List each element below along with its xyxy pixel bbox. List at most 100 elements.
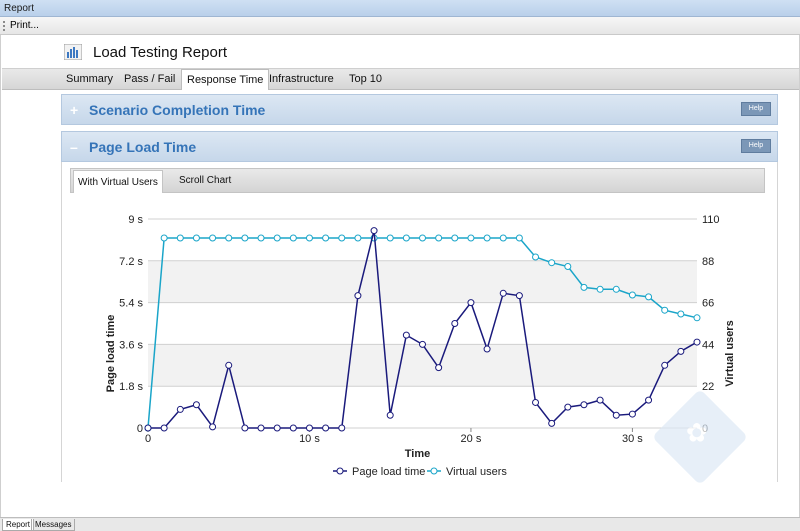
data-point-page-load-time bbox=[370, 227, 378, 235]
data-point-virtual-users bbox=[192, 234, 200, 242]
data-point-virtual-users bbox=[354, 234, 362, 242]
report-title: Load Testing Report bbox=[93, 44, 227, 61]
data-point-page-load-time bbox=[402, 331, 410, 339]
data-point-page-load-time bbox=[273, 424, 281, 432]
panel-body: With Virtual Users Scroll Chart bbox=[61, 162, 778, 482]
data-point-virtual-users bbox=[257, 234, 265, 242]
paw-icon: ✿ bbox=[685, 417, 708, 448]
data-point-page-load-time bbox=[192, 401, 200, 409]
data-point-page-load-time bbox=[338, 424, 346, 432]
window-titlebar: Report bbox=[0, 0, 800, 17]
toolbar-grip-icon[interactable] bbox=[3, 21, 5, 31]
data-point-page-load-time bbox=[483, 345, 491, 353]
data-point-virtual-users bbox=[451, 234, 459, 242]
tab-summary[interactable]: Summary bbox=[66, 73, 114, 85]
y-tick-label: 7.2 s bbox=[119, 256, 143, 268]
y2-tick-label: 44 bbox=[702, 339, 714, 351]
data-point-page-load-time bbox=[354, 292, 362, 300]
legend-marker-point bbox=[430, 467, 438, 475]
data-point-virtual-users bbox=[580, 283, 588, 291]
x-tick-label: 10 s bbox=[299, 433, 320, 445]
data-point-virtual-users bbox=[176, 234, 184, 242]
grid-band bbox=[148, 344, 697, 387]
data-point-virtual-users bbox=[289, 234, 297, 242]
tab-pass-fail[interactable]: Pass / Fail bbox=[124, 73, 176, 85]
data-point-virtual-users bbox=[677, 310, 685, 318]
tab-with-virtual-users[interactable]: With Virtual Users bbox=[73, 170, 163, 193]
x-tick-label: 0 bbox=[145, 433, 151, 445]
y2-tick-label: 88 bbox=[702, 256, 714, 268]
report-logo-icon bbox=[64, 44, 82, 60]
legend-label: Virtual users bbox=[446, 466, 507, 478]
panel-scenario-completion-time[interactable]: + Scenario Completion Time Help bbox=[61, 94, 778, 125]
data-point-page-load-time bbox=[144, 424, 152, 432]
y-tick-label: 3.6 s bbox=[119, 339, 143, 351]
data-point-virtual-users bbox=[515, 234, 523, 242]
collapse-icon[interactable]: – bbox=[70, 139, 78, 155]
data-point-page-load-time bbox=[160, 424, 168, 432]
data-point-page-load-time bbox=[677, 347, 685, 355]
x-tick-label: 20 s bbox=[461, 433, 482, 445]
data-point-page-load-time bbox=[661, 361, 669, 369]
panel-title: Page Load Time bbox=[89, 139, 197, 155]
data-point-page-load-time bbox=[580, 401, 588, 409]
data-point-virtual-users bbox=[564, 263, 572, 270]
data-point-virtual-users bbox=[322, 234, 330, 242]
panel-title: Scenario Completion Time bbox=[89, 102, 266, 118]
data-point-virtual-users bbox=[241, 234, 249, 242]
y-tick-label: 0 bbox=[137, 423, 143, 435]
data-point-page-load-time bbox=[548, 419, 556, 427]
x-axis-label: Time bbox=[405, 448, 430, 460]
panel-page-load-time[interactable]: – Page Load Time Help bbox=[61, 131, 778, 162]
legend-label: Page load time bbox=[352, 466, 425, 478]
data-point-virtual-users bbox=[532, 253, 540, 261]
y2-axis-label: Virtual users bbox=[724, 320, 736, 386]
help-button[interactable]: Help bbox=[741, 102, 771, 116]
print-button[interactable]: Print... bbox=[10, 20, 39, 31]
data-point-virtual-users bbox=[693, 314, 701, 322]
data-point-page-load-time bbox=[209, 423, 217, 431]
data-point-page-load-time bbox=[467, 299, 475, 307]
data-point-virtual-users bbox=[273, 234, 281, 242]
data-point-page-load-time bbox=[451, 320, 459, 327]
data-point-page-load-time bbox=[386, 411, 394, 419]
data-point-virtual-users bbox=[628, 291, 636, 299]
data-point-virtual-users bbox=[305, 234, 313, 242]
tab-scroll-chart[interactable]: Scroll Chart bbox=[179, 175, 232, 186]
x-tick-label: 30 s bbox=[622, 433, 643, 445]
y-tick-label: 1.8 s bbox=[119, 381, 143, 393]
data-point-virtual-users bbox=[338, 234, 346, 242]
y2-tick-label: 110 bbox=[702, 214, 720, 226]
expand-icon[interactable]: + bbox=[70, 102, 79, 118]
data-point-page-load-time bbox=[419, 340, 426, 348]
data-point-page-load-time bbox=[176, 405, 184, 413]
y2-tick-label: 22 bbox=[702, 381, 714, 393]
data-point-virtual-users bbox=[209, 234, 217, 242]
data-point-virtual-users bbox=[499, 234, 507, 242]
y-tick-label: 9 s bbox=[128, 214, 143, 226]
data-point-page-load-time bbox=[693, 338, 701, 346]
data-point-page-load-time bbox=[225, 361, 233, 369]
tab-top-10[interactable]: Top 10 bbox=[349, 73, 383, 85]
data-point-page-load-time bbox=[645, 396, 653, 404]
tab-report[interactable]: Report bbox=[2, 519, 35, 531]
data-point-page-load-time bbox=[532, 398, 540, 406]
tab-messages[interactable]: Messages bbox=[31, 519, 76, 531]
tab-response-time[interactable]: Response Time bbox=[181, 69, 270, 90]
help-button[interactable]: Help bbox=[741, 139, 771, 153]
y2-tick-label: 66 bbox=[702, 298, 714, 310]
data-point-page-load-time bbox=[515, 292, 523, 300]
data-point-virtual-users bbox=[160, 234, 168, 242]
data-point-page-load-time bbox=[564, 403, 572, 411]
data-point-page-load-time bbox=[628, 410, 636, 418]
data-point-virtual-users bbox=[386, 234, 394, 242]
y-tick-label: 5.4 s bbox=[119, 298, 143, 310]
data-point-page-load-time bbox=[499, 289, 507, 297]
data-point-virtual-users bbox=[661, 306, 669, 314]
data-point-virtual-users bbox=[612, 285, 620, 293]
tab-infrastructure[interactable]: Infrastructure bbox=[269, 73, 334, 85]
data-point-virtual-users bbox=[548, 259, 556, 267]
series-line-page-load-time bbox=[148, 230, 698, 429]
data-point-virtual-users bbox=[402, 234, 410, 242]
data-point-page-load-time bbox=[305, 424, 313, 432]
